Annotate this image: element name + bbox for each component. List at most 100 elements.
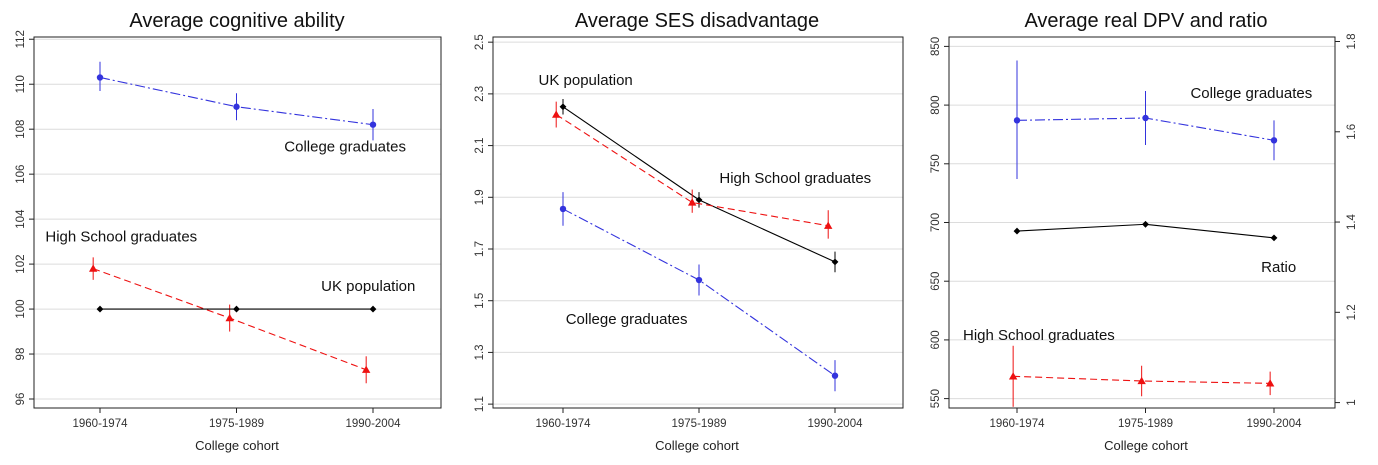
y-tick-label: 100	[15, 299, 27, 318]
y-tick-label: 750	[930, 154, 942, 173]
y-tick-label: 650	[930, 272, 942, 291]
plot-series	[552, 99, 839, 392]
x-tick-label: 1975-1989	[209, 418, 264, 430]
plot-series	[88, 61, 377, 384]
x-axis-label: College cohort	[195, 438, 279, 453]
annotation-ratio: Ratio	[1261, 259, 1296, 276]
y-tick-label: 1.9	[474, 189, 486, 205]
data-point	[1013, 227, 1021, 235]
chart-title: Average real DPV and ratio	[1024, 10, 1267, 32]
data-point	[96, 74, 104, 81]
y-tick-label: 600	[930, 330, 942, 349]
grid-lines	[34, 38, 441, 400]
data-point	[1265, 379, 1275, 387]
data-point	[831, 372, 839, 379]
data-point	[1142, 114, 1149, 122]
y2-tick-label: 1.8	[1346, 34, 1358, 50]
annotation-uk-population: UK population	[321, 278, 415, 295]
series-high-school-graduates	[1008, 345, 1275, 407]
y-axis-right: 1 1.2 1.4 1.6 1.8	[1335, 34, 1358, 406]
plot-frame	[33, 36, 442, 409]
series-college-graduates	[559, 192, 839, 392]
data-point	[88, 264, 98, 272]
data-point	[233, 103, 240, 110]
annotations: UK population High School graduates Colleg…	[539, 72, 872, 328]
annotation-high-school-graduates: High School graduates	[45, 229, 197, 246]
data-point	[361, 365, 371, 373]
y-tick-label: 106	[15, 165, 27, 184]
x-tick-label: 1960-1974	[990, 418, 1046, 430]
data-point	[1270, 234, 1278, 242]
x-axis-label: College cohort	[655, 438, 739, 453]
x-tick-label: 1975-1989	[672, 418, 727, 430]
y-tick-label: 700	[930, 213, 942, 232]
x-axis: 1960-1974 1975-1989 1990-2004	[73, 408, 402, 430]
series-ratio	[1013, 220, 1278, 242]
data-point	[824, 221, 833, 229]
y-tick-label: 2.5	[474, 34, 486, 50]
grid-lines	[493, 41, 903, 405]
y-tick-label: 1.1	[474, 396, 486, 412]
series-uk-population	[96, 305, 377, 313]
data-point	[1142, 220, 1149, 228]
data-point	[695, 196, 703, 204]
data-point	[233, 305, 240, 313]
x-tick-label: 1975-1989	[1118, 418, 1173, 430]
panel-ses-disadvantage: Average SES disadvantage 1.1 1.3 1.5 1.7 1.9…	[474, 10, 904, 453]
plot-series	[1008, 60, 1278, 407]
y-tick-label: 1.7	[474, 241, 486, 257]
y2-tick-label: 1.6	[1346, 124, 1358, 140]
x-axis: 1960-1974 1975-1989 1990-2004	[536, 408, 864, 430]
y-axis: 96 98 100 102 104 106 108 110 112	[15, 30, 34, 405]
x-tick-label: 1990-2004	[808, 418, 864, 430]
annotations: College graduates Ratio High School gradua…	[963, 85, 1312, 344]
data-point	[559, 103, 567, 111]
y2-tick-label: 1.4	[1346, 213, 1358, 230]
y-tick-label: 1.3	[474, 344, 486, 360]
x-tick-label: 1990-2004	[1247, 418, 1303, 430]
data-point	[369, 121, 377, 128]
series-line	[555, 114, 829, 227]
data-point	[96, 305, 104, 313]
y-axis: 1.1 1.3 1.5 1.7 1.9 2.1 2.3 2.5	[474, 34, 493, 412]
chart-title: Average SES disadvantage	[575, 10, 819, 32]
data-point	[1137, 376, 1146, 385]
data-point	[369, 305, 377, 313]
plot-frame	[492, 36, 904, 409]
annotation-high-school-graduates: High School graduates	[719, 170, 871, 187]
y-tick-label: 110	[15, 75, 27, 93]
y-tick-label: 2.1	[474, 138, 486, 154]
series-college-graduates	[1013, 60, 1278, 180]
data-point	[1270, 137, 1278, 144]
data-point	[831, 258, 839, 266]
y-tick-label: 98	[15, 348, 27, 361]
data-point	[695, 276, 703, 284]
series-college-graduates	[96, 61, 377, 141]
data-point	[559, 205, 567, 213]
annotations: College graduates High School graduates UK…	[45, 139, 415, 295]
series-high-school-graduates	[88, 257, 371, 384]
series-uk-population	[559, 99, 839, 273]
y2-tick-label: 1	[1346, 399, 1358, 405]
x-tick-label: 1960-1974	[536, 418, 592, 430]
y-tick-label: 104	[15, 209, 27, 229]
chart-title: Average cognitive ability	[129, 10, 344, 32]
series-line	[1013, 375, 1271, 384]
series-high-school-graduates	[552, 101, 833, 239]
annotation-college-graduates: College graduates	[284, 139, 406, 156]
panel-cognitive-ability: Average cognitive ability 96 98 100 102 104 1…	[15, 10, 442, 453]
y-tick-label: 108	[15, 120, 27, 139]
y-tick-label: 800	[930, 96, 942, 115]
annotation-high-school-graduates: High School graduates	[963, 327, 1115, 344]
data-point	[225, 313, 234, 322]
x-tick-label: 1990-2004	[346, 418, 402, 430]
y-tick-label: 1.5	[474, 293, 486, 309]
y-tick-label: 112	[15, 30, 27, 48]
y-tick-label: 550	[930, 389, 942, 408]
x-axis-label: College cohort	[1104, 438, 1188, 453]
data-point	[1008, 372, 1018, 380]
plot-frame	[948, 36, 1336, 409]
y-axis: 550 600 650 700 750 800 850	[930, 37, 949, 408]
annotation-college-graduates: College graduates	[566, 311, 688, 328]
